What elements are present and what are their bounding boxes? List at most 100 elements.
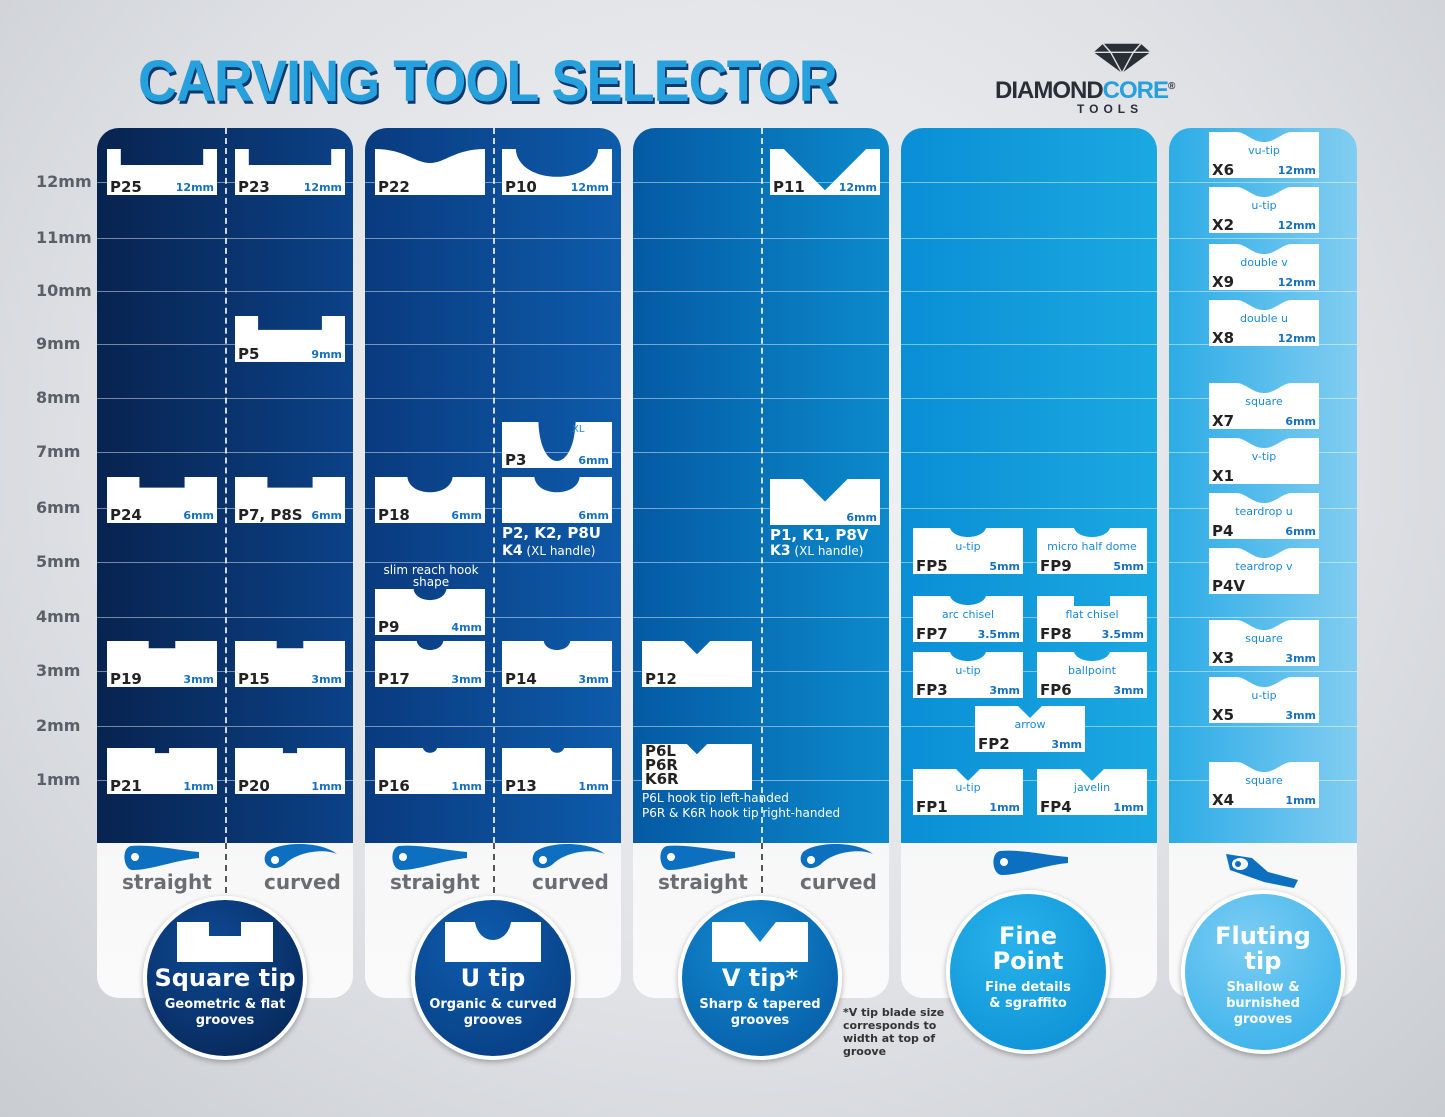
- tool-card-fp4[interactable]: javelin FP4 1mm: [1037, 769, 1147, 815]
- tool-code: FP5: [916, 557, 948, 575]
- tool-card-p20[interactable]: P20 1mm: [235, 748, 345, 794]
- tool-card-x5[interactable]: u-tip X5 3mm: [1209, 677, 1319, 723]
- tool-card-fp5[interactable]: u-tip FP5 5mm: [913, 528, 1023, 574]
- tool-size: 12mm: [1277, 219, 1316, 232]
- tool-code: P18: [378, 506, 410, 524]
- tool-card-fp1[interactable]: u-tip FP1 1mm: [913, 769, 1023, 815]
- fu-profile-shape: [913, 528, 1023, 574]
- tool-card-fp2[interactable]: arrow FP2 3mm: [975, 706, 1085, 752]
- logo-sub: TOOLS: [1077, 102, 1144, 116]
- tool-profile-label: micro half dome: [1047, 540, 1137, 553]
- tool-size: 3.5mm: [977, 628, 1020, 641]
- tool-card-p23[interactable]: P23 12mm: [235, 149, 345, 195]
- tool-card-p4v[interactable]: teardrop v P4V: [1209, 548, 1319, 594]
- tool-card-p22[interactable]: P22: [375, 149, 485, 195]
- tool-card-fp3[interactable]: u-tip FP3 3mm: [913, 652, 1023, 698]
- tool-card-x9[interactable]: double v X9 12mm: [1209, 244, 1319, 290]
- tool-card-p14[interactable]: P14 3mm: [502, 641, 612, 687]
- tool-card-x4[interactable]: square X4 1mm: [1209, 762, 1319, 808]
- tool-size: 12mm: [1277, 332, 1316, 345]
- tool-card-p24[interactable]: P24 6mm: [107, 477, 217, 523]
- mm-label: 2mm: [36, 716, 81, 735]
- tool-card-p3[interactable]: XL P3 6mm: [502, 422, 612, 468]
- tool-code: P23: [238, 178, 270, 196]
- tool-card-p11[interactable]: P11 12mm: [770, 149, 880, 195]
- flute-profile-shape: [1209, 620, 1319, 666]
- tool-card-p6l-p6r-k6r[interactable]: P6L P6R K6R: [642, 744, 752, 790]
- tool-card-fp7[interactable]: arc chisel FP7 3.5mm: [913, 596, 1023, 642]
- tool-card-p4[interactable]: teardrop u P4 6mm: [1209, 493, 1319, 539]
- k3-note: K3 (XL handle): [770, 544, 863, 558]
- tool-card-p13[interactable]: P13 1mm: [502, 748, 612, 794]
- tool-code: P9: [378, 618, 400, 636]
- tool-code: X2: [1212, 216, 1235, 234]
- logo-word-a: DIAMOND: [995, 77, 1104, 104]
- grid-line: [1169, 671, 1357, 672]
- tool-size: 3mm: [1113, 684, 1144, 697]
- grid-line: [901, 452, 1157, 453]
- tool-card-p12[interactable]: P12: [642, 641, 752, 687]
- tool-card-p25[interactable]: P25 12mm: [107, 149, 217, 195]
- tool-code: P4V: [1212, 577, 1246, 595]
- tool-card-p9[interactable]: P9 4mm: [375, 589, 485, 635]
- tool-code: P15: [238, 670, 270, 688]
- tool-card-fp9[interactable]: micro half dome FP9 5mm: [1037, 528, 1147, 574]
- tool-size: 3mm: [451, 673, 482, 686]
- v-profile-shape: [642, 744, 752, 790]
- tool-card-fp6[interactable]: ballpoint FP6 3mm: [1037, 652, 1147, 698]
- tool-card-p18[interactable]: P18 6mm: [375, 477, 485, 523]
- k4-note: K4 (XL handle): [502, 544, 595, 558]
- tool-card-p19[interactable]: P19 3mm: [107, 641, 217, 687]
- tool-size: 1mm: [183, 780, 214, 793]
- flute-profile-shape: [1209, 438, 1319, 484]
- tool-profile-label: u-tip: [955, 540, 981, 553]
- u-profile-shape: [375, 641, 485, 687]
- tool-size: 9mm: [311, 348, 342, 361]
- grid-line: [1169, 291, 1357, 292]
- tool-size: 1mm: [989, 801, 1020, 814]
- tool-card-p15[interactable]: P15 3mm: [235, 641, 345, 687]
- tool-profile-label: u-tip: [1251, 689, 1277, 702]
- tool-size: 3mm: [183, 673, 214, 686]
- tool-card-p7-p8s[interactable]: P7, P8S 6mm: [235, 477, 345, 523]
- tool-card-p16[interactable]: P16 1mm: [375, 748, 485, 794]
- v-profile-shape: [642, 641, 752, 687]
- tool-code: X6: [1212, 161, 1235, 179]
- p6-note-2: P6R & K6R hook tip right-handed: [642, 806, 841, 820]
- tool-card-p1-k1-p8v[interactable]: P1, K1, P8V 6mm: [770, 479, 880, 543]
- tool-code: P17: [378, 670, 410, 688]
- tool-card-x1[interactable]: v-tip X1: [1209, 438, 1319, 484]
- square-profile-shape: [235, 748, 345, 794]
- grid-line: [901, 780, 1157, 781]
- tool-code: P5: [238, 345, 260, 363]
- handle-divider: [225, 128, 227, 843]
- category-title: Fluting tip: [1215, 922, 1311, 975]
- tool-size: 1mm: [311, 780, 342, 793]
- tool-card-x8[interactable]: double u X8 12mm: [1209, 300, 1319, 346]
- straight-label: straight: [390, 870, 480, 894]
- tool-code: X5: [1212, 706, 1235, 724]
- tool-code: P6L P6R K6R: [645, 742, 679, 788]
- tool-card-p17[interactable]: P17 3mm: [375, 641, 485, 687]
- curved-label: curved: [264, 870, 341, 894]
- curved-label: curved: [532, 870, 609, 894]
- tool-size: 12mm: [303, 181, 342, 194]
- grid-line: [901, 398, 1157, 399]
- tool-card-p5[interactable]: P5 9mm: [235, 316, 345, 362]
- grid-line: [1169, 726, 1357, 727]
- mm-label: 12mm: [36, 172, 92, 191]
- flute-profile-shape: [1209, 677, 1319, 723]
- tool-card-x7[interactable]: square X7 6mm: [1209, 383, 1319, 429]
- tool-card-fp8[interactable]: flat chisel FP8 3.5mm: [1037, 596, 1147, 642]
- tool-card-p21[interactable]: P21 1mm: [107, 748, 217, 794]
- curved-handle-icon: [795, 840, 875, 880]
- tool-card-x2[interactable]: u-tip X2 12mm: [1209, 187, 1319, 233]
- fu-profile-shape: [1037, 528, 1147, 574]
- tool-card-x3[interactable]: square X3 3mm: [1209, 620, 1319, 666]
- tool-card-x6[interactable]: vu-tip X6 12mm: [1209, 132, 1319, 178]
- tool-code: FP7: [916, 625, 948, 643]
- tool-code: P21: [110, 777, 142, 795]
- tool-card-p2-k2-p8u[interactable]: P2, K2, P8U 6mm: [502, 477, 612, 541]
- tool-card-p10[interactable]: P10 12mm: [502, 149, 612, 195]
- fv-profile-shape: [913, 769, 1023, 815]
